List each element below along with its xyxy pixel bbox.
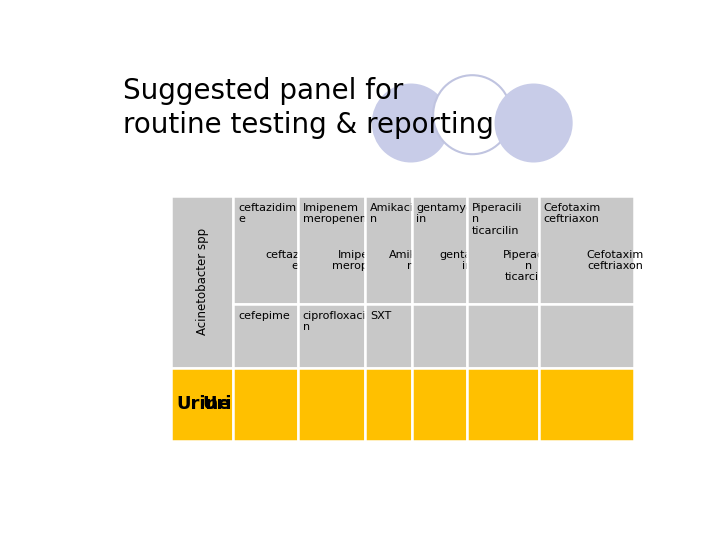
Bar xyxy=(539,368,634,441)
Bar xyxy=(539,303,634,368)
Bar xyxy=(412,303,467,368)
Text: SXT: SXT xyxy=(370,311,391,321)
Text: gentamyc
in: gentamyc in xyxy=(416,203,472,225)
Text: Imipenem
meropenem: Imipenem meropenem xyxy=(332,249,400,271)
Text: Amikaci
n: Amikaci n xyxy=(370,203,414,225)
Bar xyxy=(467,303,539,368)
Text: Urine: Urine xyxy=(202,395,256,413)
Text: cefepime: cefepime xyxy=(238,311,289,321)
Text: ceftazidim
e: ceftazidim e xyxy=(238,203,296,225)
Bar xyxy=(412,368,467,441)
Text: Cefotaxim
ceftriaxon: Cefotaxim ceftriaxon xyxy=(544,203,600,225)
Bar xyxy=(298,368,366,441)
Text: Piperacili
n
ticarcilin: Piperacili n ticarcilin xyxy=(472,203,522,235)
Ellipse shape xyxy=(433,75,511,154)
Text: ceftazidim
e: ceftazidim e xyxy=(266,249,324,271)
Bar xyxy=(467,196,539,303)
Bar xyxy=(366,368,412,441)
Text: Acinetobacter spp: Acinetobacter spp xyxy=(196,228,209,335)
Text: ciprofloxaci
n: ciprofloxaci n xyxy=(302,311,366,333)
Text: Cefotaxim
ceftriaxon: Cefotaxim ceftriaxon xyxy=(587,249,644,271)
Bar xyxy=(298,303,366,368)
Bar xyxy=(467,368,539,441)
Ellipse shape xyxy=(372,84,450,163)
Text: Piperacili
n
ticarcilin: Piperacili n ticarcilin xyxy=(503,249,554,282)
Bar xyxy=(233,303,298,368)
Bar xyxy=(412,196,467,303)
Bar xyxy=(233,368,298,441)
Text: Imipenem
meropenem: Imipenem meropenem xyxy=(302,203,370,225)
Bar xyxy=(171,196,233,368)
Bar xyxy=(298,196,366,303)
Ellipse shape xyxy=(495,84,572,163)
Text: Suggested panel for
routine testing & reporting: Suggested panel for routine testing & re… xyxy=(124,77,495,139)
Bar xyxy=(233,196,298,303)
Bar xyxy=(171,368,233,441)
Text: Urine: Urine xyxy=(176,395,231,413)
Bar xyxy=(366,196,412,303)
Text: Amikaci
n: Amikaci n xyxy=(389,249,433,271)
Text: gentamyc
in: gentamyc in xyxy=(439,249,495,271)
Bar xyxy=(366,303,412,368)
Bar xyxy=(539,196,634,303)
